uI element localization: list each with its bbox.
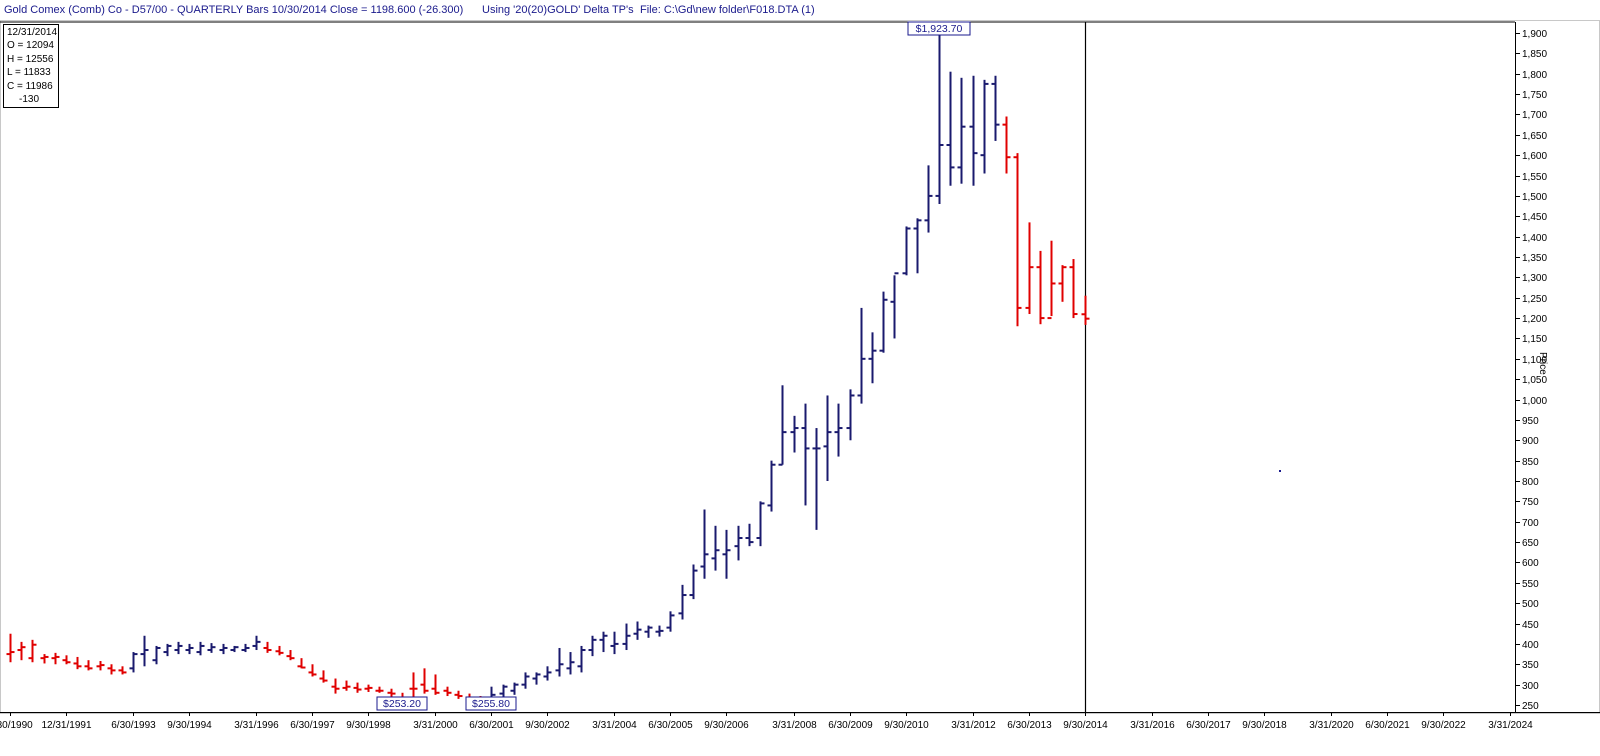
y-tick-label: 1,250	[1522, 294, 1547, 305]
x-tick-label: 9/30/2010	[884, 720, 929, 731]
y-tick-label: 1,500	[1522, 192, 1547, 203]
x-tick-label: 3/31/2024	[1488, 720, 1533, 731]
y-tick-label: 1,200	[1522, 314, 1547, 325]
readout-close: C = 11986	[7, 80, 53, 92]
x-tick-label: 6/30/2005	[648, 720, 693, 731]
y-tick-label: 1,600	[1522, 151, 1547, 162]
x-tick-label: 3/31/2020	[1309, 720, 1354, 731]
y-tick-label: 1,050	[1522, 375, 1547, 386]
chart-frame	[0, 20, 1600, 714]
readout-open: O = 12094	[7, 40, 54, 52]
x-tick-label: 3/31/2004	[592, 720, 637, 731]
x-tick-label: 6/30/2001	[469, 720, 514, 731]
y-tick-label: 1,150	[1522, 334, 1547, 345]
y-tick-label: 1,450	[1522, 212, 1547, 223]
readout-date: 12/31/2014	[7, 27, 58, 38]
x-tick-label: 6/30/2009	[828, 720, 873, 731]
y-tick-label: 650	[1522, 538, 1539, 549]
x-tick-label: 6/30/1997	[290, 720, 335, 731]
y-tick-label: 450	[1522, 620, 1539, 631]
y-tick-label: 400	[1522, 640, 1539, 651]
y-tick-label: 1,700	[1522, 110, 1547, 121]
y-tick-label: 1,400	[1522, 233, 1547, 244]
x-tick-label: 9/30/2002	[525, 720, 570, 731]
y-tick-label: 350	[1522, 660, 1539, 671]
x-tick-label: 12/31/1991	[41, 720, 91, 731]
price-annotation-label: $255.80	[472, 698, 510, 710]
chart-header: Gold Comex (Comb) Co - D57/00 - QUARTERL…	[0, 0, 1600, 20]
y-tick-label: 300	[1522, 681, 1539, 692]
ohlc-readout-box: 12/31/2014 O = 12094 H = 12556 L = 11833…	[3, 24, 59, 108]
price-annotation-box	[376, 696, 428, 711]
x-tick-label: 3/31/2008	[772, 720, 817, 731]
y-tick-label: 250	[1522, 701, 1539, 712]
x-tick-label: 6/30/2017	[1186, 720, 1231, 731]
stray-marker	[1279, 470, 1281, 472]
x-tick-label: 3/31/2016	[1130, 720, 1175, 731]
y-tick-label: 600	[1522, 558, 1539, 569]
x-tick-label: 9/30/1994	[167, 720, 212, 731]
x-tick-label: 3/31/1996	[234, 720, 279, 731]
y-tick-label: 1,650	[1522, 131, 1547, 142]
x-tick-label: 6/30/2013	[1007, 720, 1052, 731]
y-tick-label: 550	[1522, 579, 1539, 590]
y-tick-label: 900	[1522, 436, 1539, 447]
y-tick-label: 500	[1522, 599, 1539, 610]
y-tick-label: 1,550	[1522, 172, 1547, 183]
indicator-label: Using '20(20)GOLD' Delta TP's	[482, 4, 634, 16]
y-tick-label: 1,000	[1522, 396, 1547, 407]
price-annotation-box	[465, 696, 517, 711]
x-tick-label: 6/30/1993	[111, 720, 156, 731]
y-tick-label: 750	[1522, 497, 1539, 508]
file-label: File: C:\Gd\new folder\F018.DTA (1)	[640, 4, 815, 16]
x-tick-label: 9/30/2018	[1242, 720, 1287, 731]
price-annotation-label: $253.20	[383, 698, 421, 710]
readout-change: -130	[19, 94, 40, 106]
x-tick-label: 3/31/2000	[413, 720, 458, 731]
y-tick-label: 1,100	[1522, 355, 1547, 366]
y-tick-label: 850	[1522, 457, 1539, 468]
y-tick-label: 1,800	[1522, 70, 1547, 81]
y-tick-label: 1,350	[1522, 253, 1547, 264]
y-axis-label: Price	[1537, 352, 1548, 375]
y-tick-label: 1,300	[1522, 273, 1547, 284]
x-tick-label: 9/30/2014	[1063, 720, 1108, 731]
y-tick-label: 800	[1522, 477, 1539, 488]
x-tick-label: 9/30/1998	[346, 720, 391, 731]
y-tick-label: 700	[1522, 518, 1539, 529]
x-tick-label: 6/30/2021	[1365, 720, 1410, 731]
y-tick-label: 1,750	[1522, 90, 1547, 101]
x-tick-label: 3/31/2012	[951, 720, 996, 731]
price-annotation-label: $1,923.70	[916, 23, 963, 35]
y-tick-label: 1,900	[1522, 29, 1547, 40]
price-annotation-box	[907, 21, 971, 36]
y-tick-label: 1,850	[1522, 49, 1547, 60]
x-tick-label: 9/30/1990	[0, 720, 33, 731]
chart-title: Gold Comex (Comb) Co - D57/00 - QUARTERL…	[4, 4, 464, 16]
y-tick-label: 950	[1522, 416, 1539, 427]
x-tick-label: 9/30/2006	[704, 720, 749, 731]
readout-high: H = 12556	[7, 53, 54, 65]
readout-low: L = 11833	[7, 67, 51, 79]
x-tick-label: 9/30/2022	[1421, 720, 1466, 731]
